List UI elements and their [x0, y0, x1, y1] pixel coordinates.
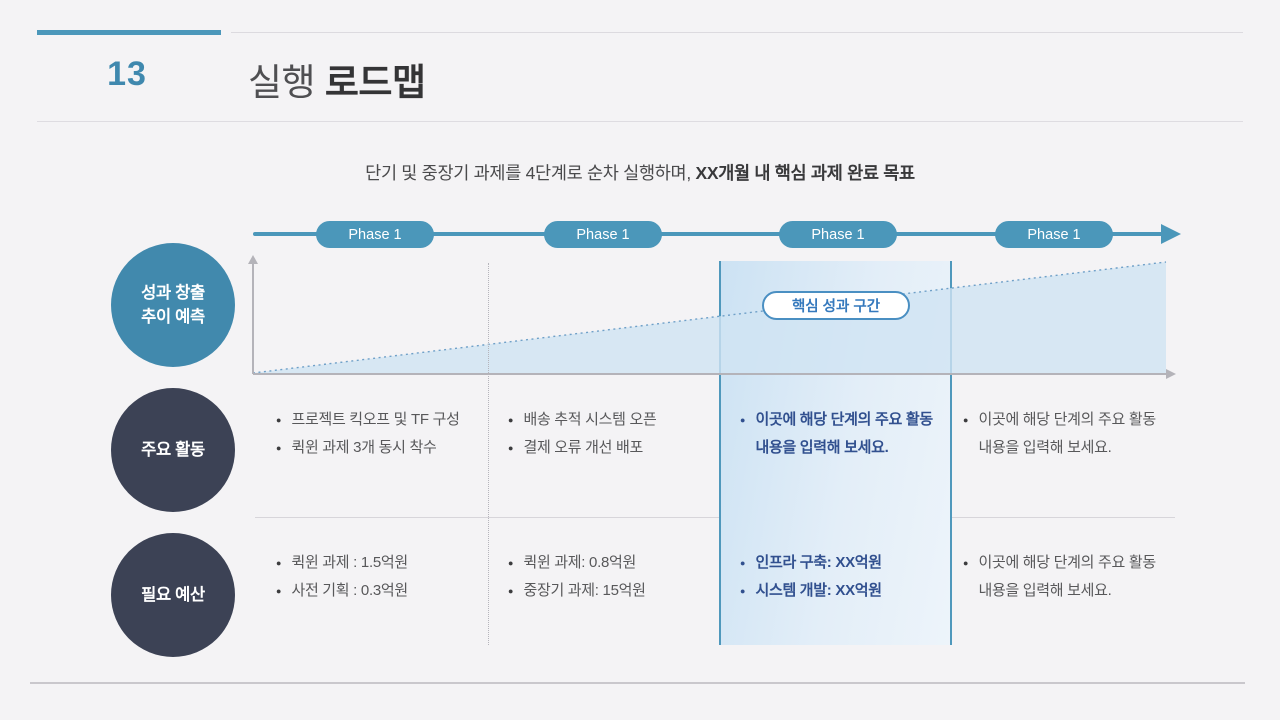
- row-label-performance-line1: 성과 창출: [141, 284, 205, 302]
- list-item-text: 결제 오류 개선 배포: [523, 439, 644, 456]
- bullet-dot-icon: ●: [963, 415, 969, 425]
- row-label-activities: 주요 활동: [111, 388, 235, 512]
- page-title: 실행 로드맵: [248, 52, 426, 106]
- y-axis-arrow-icon: [248, 255, 258, 264]
- budget-column-3: ● 인프라 구축: XX억원 ● 시스템 개발: XX억원: [740, 549, 944, 605]
- bullet-dot-icon: ●: [508, 586, 514, 596]
- bullet-dot-icon: ●: [276, 586, 282, 596]
- list-item: ● 인프라 구축: XX억원: [740, 549, 944, 577]
- bullet-dot-icon: ●: [740, 415, 746, 425]
- list-item: ● 결제 오류 개선 배포: [508, 434, 716, 462]
- row-separator-left: [255, 517, 719, 518]
- timeline-line: [253, 232, 1165, 236]
- x-axis-line: [253, 373, 1166, 375]
- subtitle-normal: 단기 및 중장기 과제를 4단계로 순차 실행하며,: [365, 163, 696, 183]
- subtitle: 단기 및 중장기 과제를 4단계로 순차 실행하며, XX개월 내 핵심 과제 …: [0, 160, 1280, 185]
- x-axis-arrow-icon: [1166, 369, 1176, 379]
- budget-column-2: ● 퀵윈 과제: 0.8억원 ● 중장기 과제: 15억원: [508, 549, 716, 605]
- list-item: ● 중장기 과제: 15억원: [508, 577, 716, 605]
- bullet-dot-icon: ●: [508, 558, 514, 568]
- phase-pill-2: Phase 1: [544, 221, 662, 248]
- bullet-dot-icon: ●: [508, 415, 514, 425]
- trend-area: [253, 262, 1166, 373]
- list-item: ● 퀵윈 과제: 0.8억원: [508, 549, 716, 577]
- accent-bar: [37, 30, 221, 35]
- list-item: ● 퀵윈 과제 3개 동시 착수: [276, 434, 484, 462]
- list-item-text: 내용을 입력해 보세요.: [755, 439, 889, 456]
- row-label-budget-text: 필요 예산: [141, 586, 205, 604]
- list-item: ● 퀵윈 과제 : 1.5억원: [276, 549, 484, 577]
- list-item-text: 퀵윈 과제 : 1.5억원: [291, 554, 408, 571]
- bullet-dot-icon: ●: [276, 415, 282, 425]
- row-label-performance: 성과 창출 추이 예측: [111, 243, 235, 367]
- activities-column-2: ● 배송 추적 시스템 오픈 ● 결제 오류 개선 배포: [508, 406, 716, 462]
- list-item-text: 퀵윈 과제 3개 동시 착수: [291, 439, 437, 456]
- bullet-dot-icon: ●: [740, 558, 746, 568]
- row-label-activities-text: 주요 활동: [141, 441, 205, 459]
- bullet-dot-icon: ●: [963, 558, 969, 568]
- list-item: ● 프로젝트 킥오프 및 TF 구성: [276, 406, 484, 434]
- title-regular: 실행: [248, 62, 325, 103]
- list-item: ● 사전 기획 : 0.3억원: [276, 577, 484, 605]
- list-item-text: 내용을 입력해 보세요.: [978, 439, 1112, 456]
- phase-pill-3: Phase 1: [779, 221, 897, 248]
- list-item-text: 인프라 구축: XX억원: [755, 554, 882, 571]
- list-item-text: 퀵윈 과제: 0.8억원: [523, 554, 636, 571]
- list-item-text: 프로젝트 킥오프 및 TF 구성: [291, 411, 460, 428]
- list-item-text: 배송 추적 시스템 오픈: [523, 411, 657, 428]
- bottom-hairline: [30, 682, 1245, 684]
- budget-column-1: ● 퀵윈 과제 : 1.5억원 ● 사전 기획 : 0.3억원: [276, 549, 484, 605]
- list-item-text: 사전 기획 : 0.3억원: [291, 582, 408, 599]
- list-item-text: 중장기 과제: 15억원: [523, 582, 646, 599]
- list-item-text: 시스템 개발: XX억원: [755, 582, 882, 599]
- list-item-text: 이곳에 해당 단계의 주요 활동: [978, 554, 1156, 571]
- title-bold: 로드맵: [324, 62, 426, 103]
- list-item-text: 내용을 입력해 보세요.: [978, 582, 1112, 599]
- bullet-dot-icon: ●: [740, 586, 746, 596]
- bullet-dot-icon: ●: [276, 443, 282, 453]
- row-separator-right: [951, 517, 1175, 518]
- column-divider-dotted: [488, 263, 489, 645]
- phase-pill-1: Phase 1: [316, 221, 434, 248]
- list-item-text: 이곳에 해당 단계의 주요 활동: [755, 411, 933, 428]
- trend-dotted-line: [253, 261, 1167, 374]
- key-performance-label: 핵심 성과 구간: [762, 291, 910, 320]
- y-axis-line: [252, 263, 254, 374]
- list-item: ● 시스템 개발: XX억원: [740, 577, 944, 605]
- top-hairline: [231, 32, 1243, 33]
- bullet-dot-icon: ●: [508, 443, 514, 453]
- page-number: 13: [107, 55, 147, 93]
- header-divider: [37, 121, 1243, 122]
- timeline-arrow-icon: [1161, 224, 1181, 244]
- bullet-dot-icon: ●: [276, 558, 282, 568]
- trend-chart: [253, 261, 1167, 374]
- activities-column-1: ● 프로젝트 킥오프 및 TF 구성 ● 퀵윈 과제 3개 동시 착수: [276, 406, 484, 462]
- row-label-performance-line2: 추이 예측: [141, 308, 205, 326]
- subtitle-bold: XX개월 내 핵심 과제 완료 목표: [695, 163, 915, 183]
- list-item-text: 이곳에 해당 단계의 주요 활동: [978, 411, 1156, 428]
- row-label-budget: 필요 예산: [111, 533, 235, 657]
- list-item: ● 배송 추적 시스템 오픈: [508, 406, 716, 434]
- phase-pill-4: Phase 1: [995, 221, 1113, 248]
